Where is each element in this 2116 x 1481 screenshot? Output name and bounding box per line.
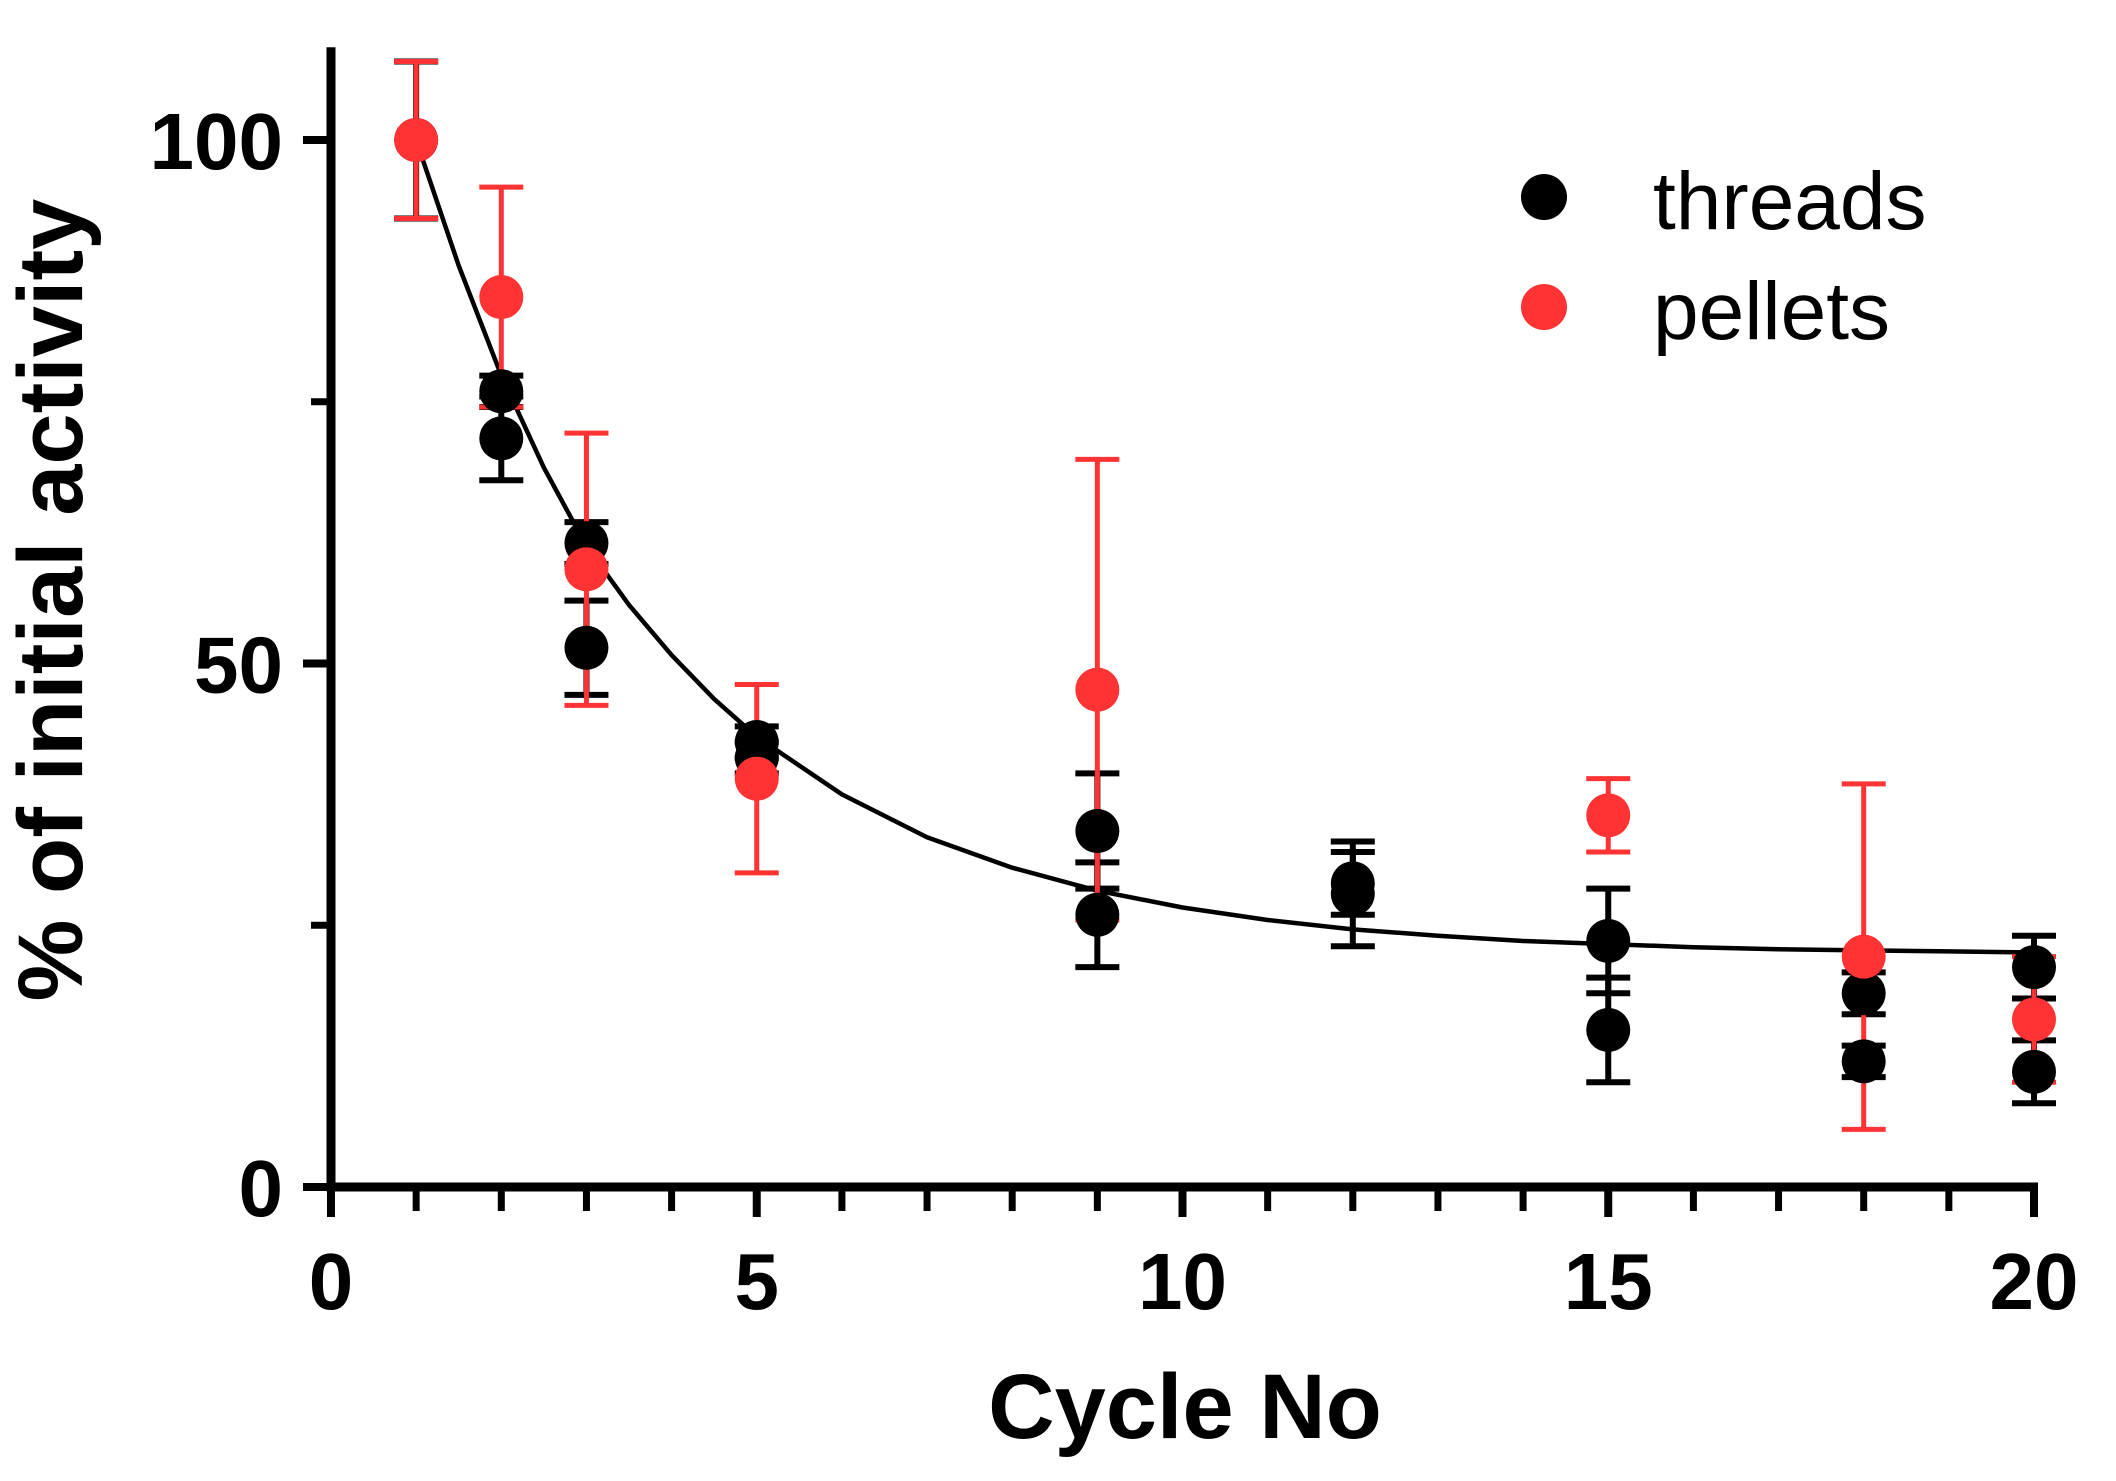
axis-labels-layer: Cycle No % of initial activity: [0, 199, 1382, 1458]
data-points-layer: [394, 118, 2056, 1094]
data-point-pellets: [394, 118, 439, 162]
data-point-threads: [1075, 809, 1120, 854]
data-point-threads: [1841, 1039, 1886, 1084]
data-point-threads: [479, 369, 524, 414]
x-tick-label: 10: [1138, 1237, 1227, 1326]
data-point-pellets: [1586, 793, 1631, 838]
x-tick-label: 20: [1990, 1237, 2079, 1326]
data-point-threads: [564, 625, 609, 670]
y-tick-label: 100: [150, 97, 283, 186]
y-tick-label: 0: [239, 1144, 284, 1233]
x-tick-label: 15: [1564, 1237, 1653, 1326]
fit-curve-layer: [413, 139, 2035, 955]
x-axis-title: Cycle No: [988, 1356, 1382, 1458]
x-tick-label: 0: [309, 1237, 354, 1326]
data-point-pellets: [564, 547, 609, 592]
legend-marker-pellets: [1521, 284, 1567, 330]
data-point-pellets: [1841, 934, 1886, 979]
legend-label-threads: threads: [1653, 156, 1927, 247]
fit-curve: [413, 139, 2035, 955]
legend-marker-threads: [1521, 174, 1567, 220]
y-tick-label: 50: [194, 621, 283, 710]
data-point-threads: [1586, 1007, 1631, 1052]
x-tick-label: 5: [735, 1237, 780, 1326]
data-point-threads: [1075, 892, 1120, 937]
data-point-pellets: [479, 275, 524, 320]
data-point-threads: [2012, 945, 2056, 990]
data-point-threads: [2012, 1049, 2056, 1094]
data-point-threads: [1586, 918, 1631, 963]
axes-layer: 0 5 10 15 20 0 50 100: [150, 47, 2079, 1326]
data-point-threads: [1330, 871, 1375, 916]
data-point-threads: [479, 416, 524, 461]
legend-label-pellets: pellets: [1653, 266, 1890, 357]
data-point-pellets: [734, 756, 779, 801]
data-point-pellets: [2012, 997, 2056, 1042]
data-point-pellets: [1075, 667, 1120, 712]
data-point-threads: [1841, 971, 1886, 1016]
legend: threads pellets: [1521, 156, 1927, 357]
y-axis-title: % of initial activity: [0, 199, 102, 1002]
